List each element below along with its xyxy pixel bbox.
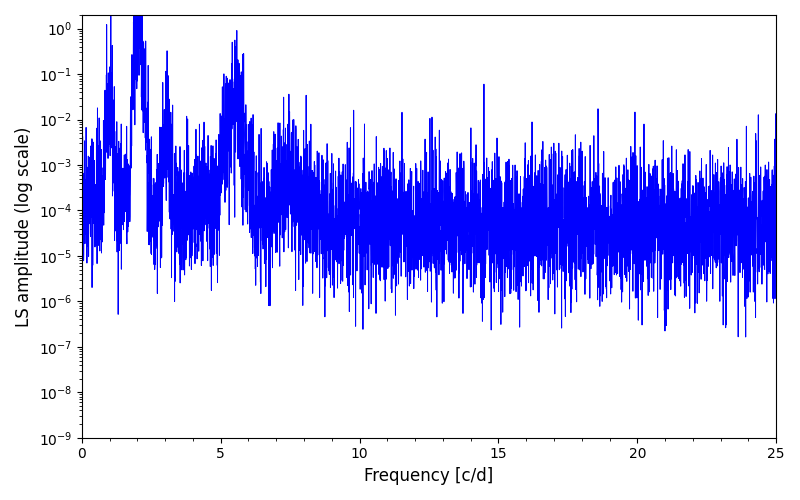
X-axis label: Frequency [c/d]: Frequency [c/d] [364,467,494,485]
Y-axis label: LS amplitude (log scale): LS amplitude (log scale) [15,126,33,326]
